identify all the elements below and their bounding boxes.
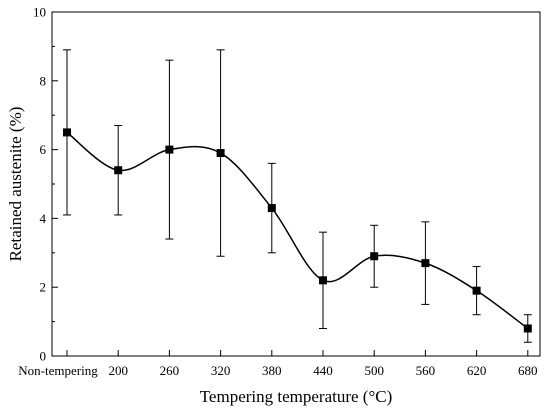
x-tick-label: 620 bbox=[467, 363, 487, 378]
data-point bbox=[165, 145, 174, 154]
x-axis-title: Tempering temperature (°C) bbox=[200, 387, 393, 406]
y-tick-label: 8 bbox=[40, 73, 47, 88]
y-tick-label: 10 bbox=[33, 5, 46, 20]
data-point bbox=[472, 286, 481, 295]
y-tick-label: 4 bbox=[40, 211, 47, 226]
data-point bbox=[267, 204, 276, 213]
x-tick-label: 200 bbox=[108, 363, 128, 378]
x-tick-label: 380 bbox=[262, 363, 282, 378]
data-point bbox=[63, 128, 71, 137]
x-tick-label: 560 bbox=[416, 363, 436, 378]
data-point bbox=[216, 149, 225, 158]
data-point bbox=[421, 259, 430, 268]
plot-frame bbox=[51, 11, 541, 357]
x-tick-label: 440 bbox=[313, 363, 333, 378]
data-point bbox=[114, 166, 123, 175]
series-line bbox=[66, 131, 529, 330]
x-tick-label: Non-tempering bbox=[18, 363, 98, 378]
x-tick-label: 500 bbox=[364, 363, 384, 378]
x-tick-label: 260 bbox=[160, 363, 180, 378]
data-point bbox=[523, 324, 532, 333]
x-tick-label: 680 bbox=[518, 363, 538, 378]
x-tick-label: 320 bbox=[211, 363, 231, 378]
y-tick-label: 2 bbox=[40, 280, 47, 295]
y-tick-label: 0 bbox=[40, 349, 47, 364]
data-point bbox=[370, 252, 379, 261]
y-tick-label: 6 bbox=[40, 142, 47, 157]
data-point bbox=[319, 276, 327, 285]
y-axis-title: Retained austenite (%) bbox=[6, 107, 25, 262]
